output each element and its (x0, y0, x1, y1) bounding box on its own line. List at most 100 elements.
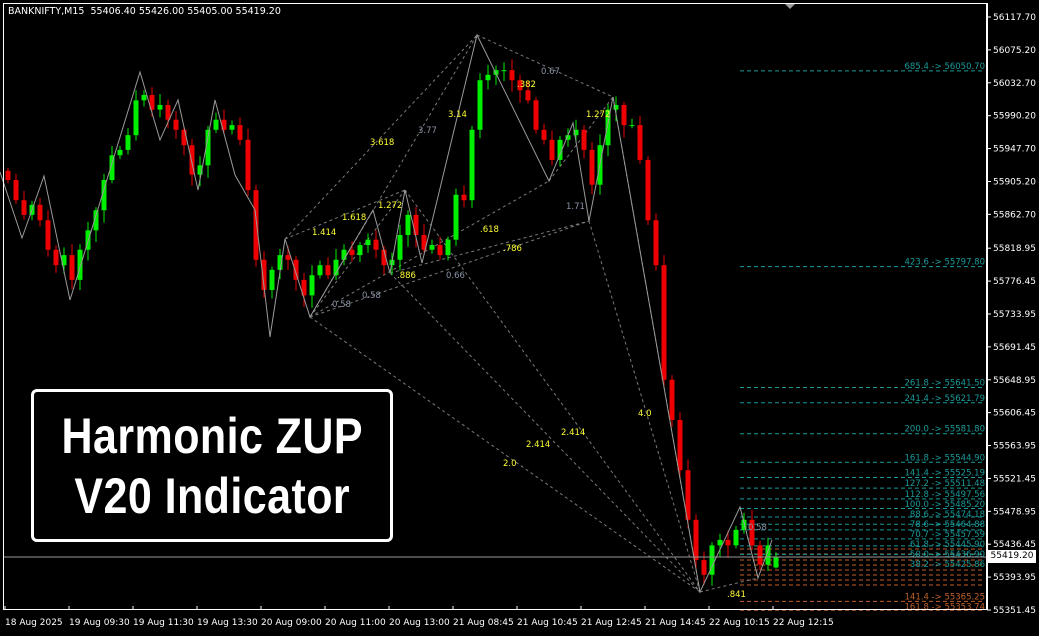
current-price-tag: 55419.20 (988, 550, 1036, 563)
candle-body (565, 135, 571, 140)
candle (37, 197, 43, 227)
candle (413, 207, 419, 248)
candle-body (325, 265, 331, 276)
candle-body (749, 519, 755, 546)
fib-ratio-label: 0.58 (362, 291, 381, 301)
candle-body (365, 239, 371, 246)
fib-ratio-label: 1.71 (566, 202, 585, 212)
candle-body (93, 210, 99, 231)
fib-ratio-label: 1.272 (378, 201, 402, 211)
candle (245, 128, 251, 197)
projection-level-label: 88.6 -> 55474.18 (910, 510, 985, 520)
candle-body (637, 125, 643, 160)
title-overlay: Harmonic ZUP V20 Indicator (31, 389, 393, 542)
price-tick-label: 55733.95 (993, 310, 1036, 320)
projection-level-label: 100.0 -> 55485.20 (905, 500, 985, 510)
candle-body (605, 109, 611, 146)
candle (325, 257, 331, 280)
price-tick-label: 55862.70 (993, 210, 1036, 220)
candle (13, 173, 19, 205)
candle (637, 115, 643, 164)
candle-body (725, 539, 731, 546)
candle (117, 146, 123, 160)
candle (709, 542, 715, 586)
candle (53, 245, 59, 273)
candle-body (13, 180, 19, 201)
candle-body (469, 129, 475, 201)
candle-body (141, 94, 147, 101)
overlay-title-line1: Harmonic ZUP (61, 407, 363, 464)
candle-body (549, 139, 555, 160)
projection-level-label: 38.2 -> 55425.86 (910, 560, 985, 570)
candle (157, 94, 163, 118)
fib-ratio-label: 0.58 (332, 300, 351, 310)
harmonic-dashed-line (699, 577, 759, 593)
candle (693, 514, 699, 570)
candle-body (61, 255, 67, 266)
candle (549, 130, 555, 166)
candle (685, 459, 691, 529)
candle (461, 185, 467, 208)
candle-body (557, 139, 563, 160)
candle (21, 190, 27, 220)
price-tick-label: 56032.70 (993, 79, 1036, 89)
candle-body (685, 470, 691, 520)
projection-level-label: 423.6 -> 55797.80 (905, 258, 985, 268)
candle-body (461, 194, 467, 201)
candle-body (453, 194, 459, 240)
candle-body (317, 265, 323, 276)
candle (509, 59, 515, 92)
candle-body (133, 100, 139, 136)
candle (581, 125, 587, 159)
chart-shift-marker[interactable] (785, 4, 795, 9)
price-tick-label: 55393.95 (993, 573, 1036, 583)
candle-body (669, 379, 675, 420)
fib-ratio-label: 2.0 (503, 459, 517, 469)
candle (421, 224, 427, 253)
fib-ratio-label: 2.414 (561, 428, 585, 438)
time-axis: 18 Aug 2025 19 Aug 09:30 19 Aug 11:30 19 Au… (4, 606, 834, 628)
candle (725, 530, 731, 558)
harmonic-dashed-line (284, 34, 478, 240)
fib-ratio-label: 0.66 (446, 271, 465, 281)
candle (621, 101, 627, 138)
candle (237, 117, 243, 146)
candle-body (645, 159, 651, 221)
candle (333, 248, 339, 280)
harmonic-dashed-line (309, 220, 590, 318)
candle-body (701, 560, 707, 575)
price-tick-label: 55947.70 (993, 145, 1036, 155)
candle-body (53, 249, 59, 266)
candle (557, 135, 563, 167)
price-tick-label: 55436.45 (993, 540, 1036, 550)
candle (301, 272, 307, 307)
candle-body (221, 119, 227, 130)
fib-ratio-label: 1.272 (586, 110, 610, 120)
harmonic-dashed-line (389, 272, 701, 593)
candle (717, 533, 723, 557)
candle (365, 233, 371, 253)
harmonic-dashed-line (476, 34, 614, 98)
overlay-title-line2: V20 Indicator (74, 467, 350, 524)
candle (101, 173, 107, 223)
candle (181, 126, 187, 156)
time-tick-label: 22 Aug 10:15 (709, 618, 770, 628)
candle-body (109, 155, 115, 181)
fib-ratio-label: 3.14 (448, 110, 467, 120)
candle (645, 156, 651, 225)
candle-body (253, 190, 259, 260)
price-tick-label: 55606.45 (993, 409, 1036, 419)
candle-body (245, 139, 251, 191)
candle-body (213, 119, 219, 130)
candle (437, 236, 443, 260)
candle-body (189, 145, 195, 175)
candle-body (373, 239, 379, 250)
fib-ratio-label: .382 (517, 80, 536, 90)
candle (269, 266, 275, 299)
candle (373, 230, 379, 259)
candle-body (381, 249, 387, 266)
candle (653, 213, 659, 271)
projection-level-label: 685.4 -> 56050.70 (905, 62, 985, 72)
price-tick-label: 55905.20 (993, 177, 1036, 187)
harmonic-dashed-line (284, 189, 406, 240)
